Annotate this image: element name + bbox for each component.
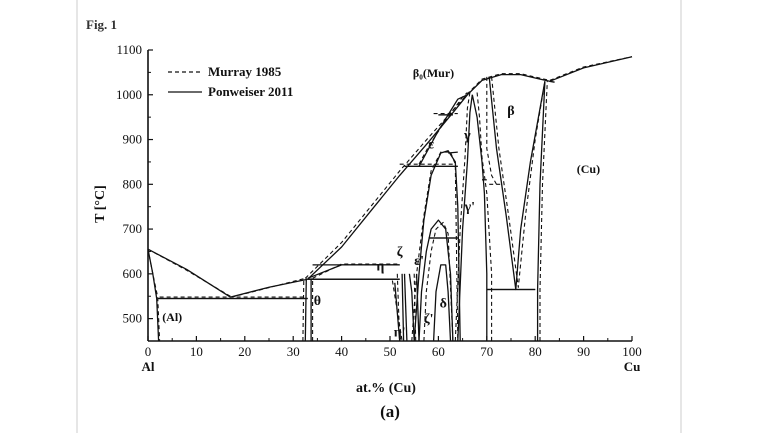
- phase-boundary: [401, 273, 405, 342]
- phase-boundary: [307, 56, 633, 280]
- phase-label: γ: [463, 129, 471, 144]
- phase-boundary: [471, 94, 488, 341]
- x-tick-label: 100: [622, 344, 642, 359]
- phase-boundary: [457, 94, 473, 342]
- phase-boundary: [418, 92, 468, 165]
- phase-boundary: [536, 81, 546, 341]
- phase-label: η: [376, 259, 384, 274]
- legend-entry: Ponweiser 2011: [208, 84, 293, 99]
- x-tick-label: 50: [384, 344, 397, 359]
- phase-boundary: [304, 278, 307, 342]
- phase-boundary: [549, 80, 555, 83]
- phase-boundary: [411, 151, 459, 342]
- phase-label: (Al): [162, 310, 182, 324]
- y-tick-label: 700: [123, 221, 143, 236]
- phase-boundary: [403, 273, 408, 342]
- y-tick-label: 600: [123, 266, 143, 281]
- x-tick-label: 80: [529, 344, 542, 359]
- x-tick-label: 60: [432, 344, 445, 359]
- phase-boundary: [231, 277, 306, 298]
- phase-boundary: [147, 249, 160, 342]
- phase-boundary: [423, 221, 454, 342]
- phase-label: ε': [414, 254, 424, 269]
- phase-label: ε: [428, 137, 434, 152]
- phase-labels: (Al) θ ηζ ε' η' ζ' δ ε γ γ' β β₀(Mur) (Cu): [162, 66, 600, 341]
- x-tick-label: 40: [335, 344, 348, 359]
- y-tick-label: 1100: [116, 42, 142, 57]
- axes: 0 10 20 30 40 50 60 70 80 90 100 500 600 700 800 900 100…: [116, 42, 642, 374]
- figure-label: Fig. 1: [86, 17, 118, 32]
- phase-label: θ: [314, 294, 321, 309]
- phase-label: β₀(Mur): [413, 66, 454, 80]
- legend: Murray 1985 Ponweiser 2011: [168, 64, 293, 99]
- x-tick-label: 0: [145, 344, 152, 359]
- x-end-label-left: Al: [142, 359, 155, 374]
- phase-label: η': [394, 326, 406, 341]
- phase-boundary: [476, 92, 493, 341]
- y-tick-label: 1000: [116, 87, 142, 102]
- x-tick-label: 20: [238, 344, 251, 359]
- phase-label: β: [507, 104, 514, 119]
- x-tick-label: 10: [190, 344, 203, 359]
- legend-entry: Murray 1985: [208, 64, 282, 79]
- phase-boundary: [408, 273, 415, 342]
- phase-label: γ': [464, 200, 475, 215]
- phase-boundary: [418, 219, 454, 342]
- y-axis-label: T [°C]: [93, 185, 108, 223]
- curves: [147, 56, 633, 342]
- phase-boundary: [486, 76, 497, 185]
- phase-boundary: [432, 264, 452, 342]
- phase-boundary: [391, 280, 403, 342]
- x-tick-label: 30: [287, 344, 300, 359]
- x-tick-label: 70: [480, 344, 493, 359]
- phase-label: ζ: [397, 245, 403, 260]
- phase-boundary: [448, 151, 458, 154]
- phase-label: (Cu): [577, 162, 600, 176]
- figure-caption: (a): [380, 402, 400, 421]
- x-tick-label: 90: [577, 344, 590, 359]
- x-end-label-right: Cu: [624, 359, 641, 374]
- y-tick-label: 800: [123, 176, 143, 191]
- phase-boundary: [491, 76, 546, 288]
- x-axis-label: at.% (Cu): [356, 381, 416, 396]
- phase-boundary: [415, 273, 420, 342]
- series-murray-1985: [147, 56, 633, 342]
- y-tick-label: 500: [123, 311, 143, 326]
- phase-boundary: [302, 278, 305, 342]
- phase-boundary: [396, 273, 401, 342]
- phase-boundary: [147, 248, 232, 298]
- phase-boundary: [312, 263, 400, 279]
- phase-boundary: [418, 94, 468, 167]
- y-tick-label: 900: [123, 132, 143, 147]
- phase-label: δ: [440, 296, 447, 311]
- phase-boundary: [413, 273, 417, 342]
- phase-boundary: [488, 76, 546, 291]
- phase-boundary: [454, 92, 471, 342]
- phase-boundary: [147, 249, 161, 342]
- phase-label: ζ': [424, 312, 434, 327]
